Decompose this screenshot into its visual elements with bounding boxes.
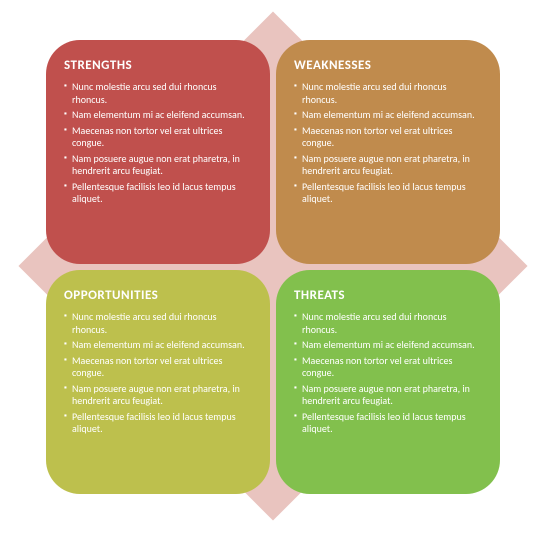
list-item: Pellentesque facilisis leo id lacus temp…: [64, 411, 252, 436]
list-item: Nam elementum mi ac eleifend accumsan.: [294, 339, 482, 352]
quad-threats: THREATS Nunc molestie arcu sed dui rhonc…: [276, 270, 500, 494]
list-item: Pellentesque facilisis leo id lacus temp…: [294, 181, 482, 206]
quad-title: OPPORTUNITIES: [64, 288, 252, 303]
swot-grid: STRENGTHS Nunc molestie arcu sed dui rho…: [46, 40, 500, 494]
quad-weaknesses: WEAKNESSES Nunc molestie arcu sed dui rh…: [276, 40, 500, 264]
list-item: Nam posuere augue non erat pharetra, in …: [64, 383, 252, 408]
list-item: Pellentesque facilisis leo id lacus temp…: [294, 411, 482, 436]
quad-list: Nunc molestie arcu sed dui rhoncus rhonc…: [294, 81, 482, 209]
quad-title: WEAKNESSES: [294, 58, 482, 73]
list-item: Maecenas non tortor vel erat ultrices co…: [294, 355, 482, 380]
list-item: Pellentesque facilisis leo id lacus temp…: [64, 181, 252, 206]
quad-opportunities: OPPORTUNITIES Nunc molestie arcu sed dui…: [46, 270, 270, 494]
list-item: Nunc molestie arcu sed dui rhoncus rhonc…: [294, 311, 482, 336]
list-item: Nam elementum mi ac eleifend accumsan.: [294, 109, 482, 122]
list-item: Nunc molestie arcu sed dui rhoncus rhonc…: [294, 81, 482, 106]
quad-strengths: STRENGTHS Nunc molestie arcu sed dui rho…: [46, 40, 270, 264]
quad-list: Nunc molestie arcu sed dui rhoncus rhonc…: [294, 311, 482, 439]
list-item: Maecenas non tortor vel erat ultrices co…: [64, 355, 252, 380]
quad-title: STRENGTHS: [64, 58, 252, 73]
list-item: Nam posuere augue non erat pharetra, in …: [294, 153, 482, 178]
quad-list: Nunc molestie arcu sed dui rhoncus rhonc…: [64, 81, 252, 209]
list-item: Nam posuere augue non erat pharetra, in …: [64, 153, 252, 178]
list-item: Maecenas non tortor vel erat ultrices co…: [64, 125, 252, 150]
quad-list: Nunc molestie arcu sed dui rhoncus rhonc…: [64, 311, 252, 439]
list-item: Nam elementum mi ac eleifend accumsan.: [64, 109, 252, 122]
list-item: Nunc molestie arcu sed dui rhoncus rhonc…: [64, 81, 252, 106]
list-item: Nam posuere augue non erat pharetra, in …: [294, 383, 482, 408]
list-item: Nunc molestie arcu sed dui rhoncus rhonc…: [64, 311, 252, 336]
quad-title: THREATS: [294, 288, 482, 303]
list-item: Nam elementum mi ac eleifend accumsan.: [64, 339, 252, 352]
list-item: Maecenas non tortor vel erat ultrices co…: [294, 125, 482, 150]
